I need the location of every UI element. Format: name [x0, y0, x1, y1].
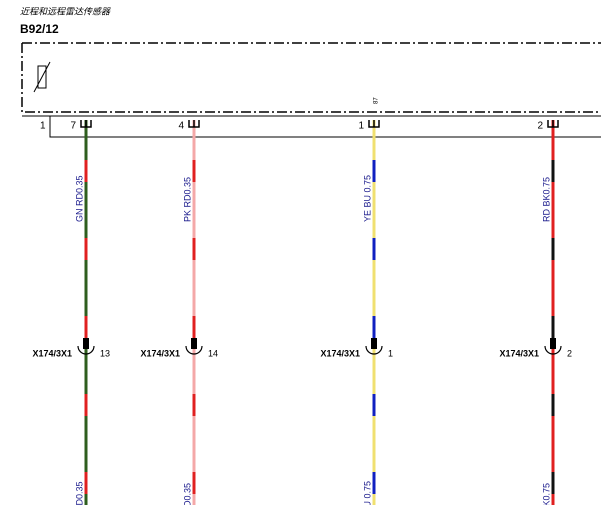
- connector-label: X174/3X1: [499, 348, 539, 358]
- wire-label: PK RD0.35: [182, 177, 192, 222]
- connector-socket: [185, 345, 203, 355]
- connector-pin: [550, 338, 556, 349]
- pin-number: 2: [537, 121, 543, 132]
- pin-symbol: [188, 120, 200, 128]
- connector-socket: [365, 345, 383, 355]
- connector-label: X174/3X1: [140, 348, 180, 358]
- connector-pin-number: 13: [100, 348, 110, 358]
- connector-label: X174/3X1: [320, 348, 360, 358]
- pin-number: 7: [70, 121, 76, 132]
- sensor-symbol: [37, 65, 47, 89]
- connector-pin: [371, 338, 377, 349]
- sensor-symbol-slash: [33, 61, 51, 93]
- title: 近程和远程雷达传感器: [20, 6, 111, 16]
- connector-pin-number: 14: [208, 348, 218, 358]
- pin-number: 4: [178, 121, 184, 132]
- wire-label: YE BU 0.75: [362, 481, 372, 505]
- component-id: B92/12: [20, 22, 59, 36]
- box-pin: 1: [40, 121, 46, 132]
- connector-label: X174/3X1: [32, 348, 72, 358]
- wire-label: YE BU 0.75: [362, 175, 372, 222]
- pin-symbol: [547, 120, 559, 128]
- pin-symbol: [80, 120, 92, 128]
- pin-note: 87: [374, 97, 380, 104]
- connector-pin-number: 2: [567, 348, 572, 358]
- pin-number: 1: [358, 121, 364, 132]
- connector-bar-lower: [49, 116, 601, 138]
- wire-label: RD BK0.75: [541, 177, 551, 222]
- connector-pin: [83, 338, 89, 349]
- wire-label: GN RD0.35: [74, 175, 84, 222]
- wire-label: RD BK0.75: [541, 483, 551, 505]
- connector-pin: [191, 338, 197, 349]
- connector-socket: [77, 345, 95, 355]
- connector-pin-number: 1: [388, 348, 393, 358]
- component-box: [21, 42, 601, 113]
- wire-label: GN RD0.35: [74, 481, 84, 505]
- connector-socket: [544, 345, 562, 355]
- pin-symbol: [368, 120, 380, 128]
- wire-label: PK RD0.35: [182, 483, 192, 505]
